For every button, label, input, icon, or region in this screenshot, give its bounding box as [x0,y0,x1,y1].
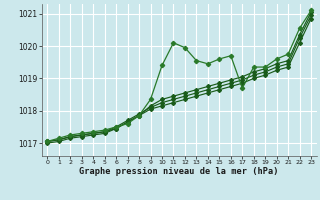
X-axis label: Graphe pression niveau de la mer (hPa): Graphe pression niveau de la mer (hPa) [79,167,279,176]
